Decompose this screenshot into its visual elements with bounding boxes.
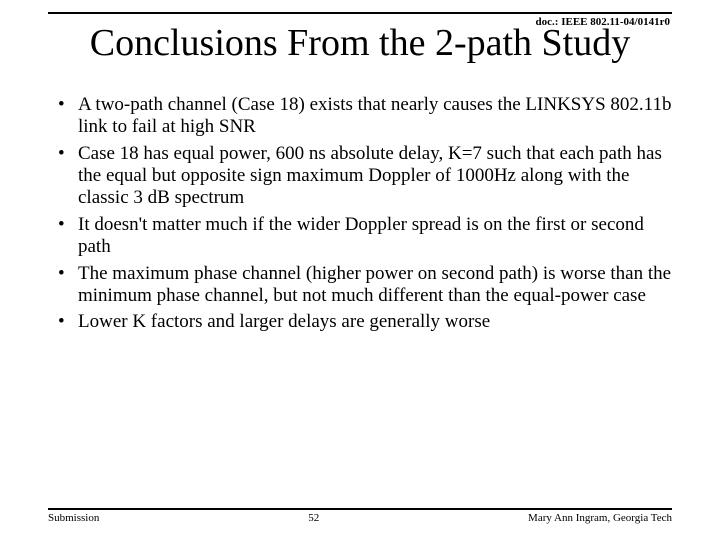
list-item: Lower K factors and larger delays are ge… <box>56 311 672 333</box>
footer-rule <box>48 508 672 510</box>
list-item: Case 18 has equal power, 600 ns absolute… <box>56 143 672 210</box>
list-item: The maximum phase channel (higher power … <box>56 263 672 308</box>
header-rule <box>48 12 672 14</box>
slide-number: 52 <box>308 512 319 524</box>
bullet-list: A two-path channel (Case 18) exists that… <box>48 94 672 508</box>
footer-author: Mary Ann Ingram, Georgia Tech <box>528 512 672 524</box>
list-item: A two-path channel (Case 18) exists that… <box>56 94 672 139</box>
slide-title: Conclusions From the 2-path Study <box>48 22 672 66</box>
footer-left: Submission <box>48 512 99 524</box>
slide: doc.: IEEE 802.11-04/0141r0 Conclusions … <box>0 0 720 540</box>
list-item: It doesn't matter much if the wider Dopp… <box>56 214 672 259</box>
footer: Submission 52 Mary Ann Ingram, Georgia T… <box>48 508 672 524</box>
